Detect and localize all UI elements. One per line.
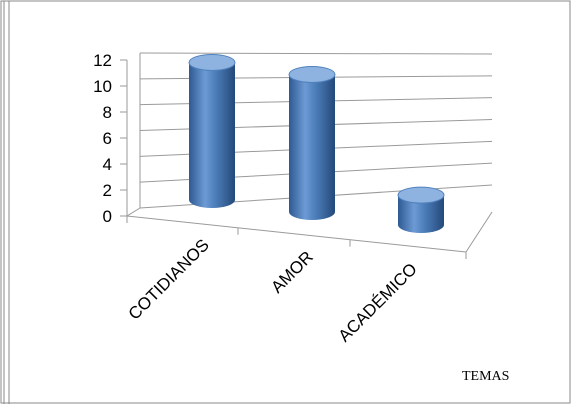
- bar-cylinder: [397, 186, 445, 233]
- bar-top: [397, 186, 445, 204]
- axes: [120, 53, 493, 259]
- category-label: ACADÉMICO: [335, 259, 421, 345]
- category-label: COTIDIANOS: [125, 235, 213, 323]
- gridline: [139, 52, 493, 55]
- bar-body: [289, 74, 335, 221]
- y-tick-label: 0: [103, 207, 112, 226]
- y-tick-label: 6: [103, 129, 112, 148]
- bar-top: [188, 53, 236, 71]
- y-tick-label: 4: [103, 155, 112, 174]
- bar-cylinder: [288, 65, 336, 221]
- bar-body: [398, 195, 444, 233]
- category-label: AMOR: [267, 247, 316, 296]
- floor-front-edge: [126, 215, 467, 253]
- bars: [188, 53, 445, 233]
- x-axis-title: TEMAS: [462, 369, 509, 384]
- bar-body: [189, 62, 235, 209]
- bar-top: [288, 65, 336, 83]
- bar-cylinder: [188, 53, 236, 209]
- category-labels: COTIDIANOS AMOR ACADÉMICO: [125, 235, 421, 345]
- floor-right-edge: [465, 211, 493, 253]
- y-tick-label: 2: [103, 181, 112, 200]
- y-tick-labels: 0 2 4 6 8 10 12: [93, 51, 112, 226]
- y-tick-label: 10: [93, 77, 112, 96]
- y-tick-label: 12: [93, 51, 112, 70]
- y-tick-label: 8: [103, 103, 112, 122]
- floor-left-edge: [126, 207, 141, 217]
